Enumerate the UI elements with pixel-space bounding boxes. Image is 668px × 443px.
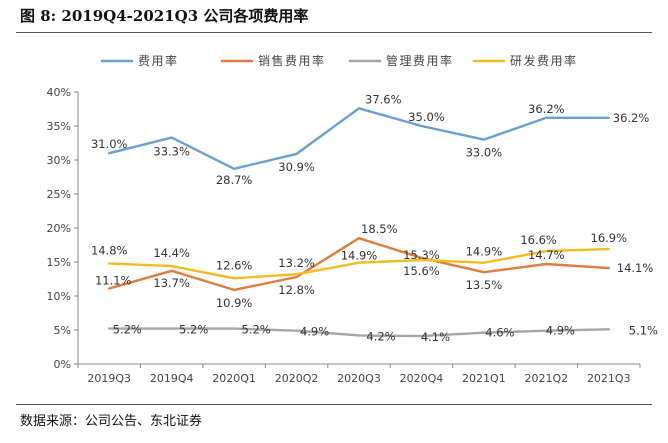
y-tick-label: 35% xyxy=(47,120,71,133)
data-label: 16.6% xyxy=(520,233,557,247)
data-label: 4.9% xyxy=(300,325,329,339)
x-tick-label: 2019Q4 xyxy=(150,372,194,385)
data-label: 15.6% xyxy=(403,264,440,278)
y-tick-label: 20% xyxy=(47,222,71,235)
data-label: 33.0% xyxy=(466,146,503,160)
y-tick-label: 0% xyxy=(54,358,71,371)
x-tick-label: 2020Q2 xyxy=(275,372,319,385)
data-label: 12.8% xyxy=(278,283,315,297)
data-label: 36.2% xyxy=(528,102,565,116)
y-tick-label: 10% xyxy=(47,290,71,303)
legend-label: 销售费用率 xyxy=(258,53,326,68)
top-rule xyxy=(16,32,652,33)
data-label: 12.6% xyxy=(216,258,253,272)
data-label: 14.9% xyxy=(466,245,503,259)
y-tick-label: 40% xyxy=(47,86,71,99)
data-label: 30.9% xyxy=(278,160,315,174)
data-label: 36.2% xyxy=(613,111,650,125)
data-label: 37.6% xyxy=(365,92,402,106)
x-tick-label: 2020Q3 xyxy=(337,372,381,385)
data-label: 15.3% xyxy=(403,248,440,262)
x-tick-label: 2020Q1 xyxy=(212,372,256,385)
data-label: 13.7% xyxy=(153,276,190,290)
data-label: 5.2% xyxy=(242,323,271,337)
y-tick-label: 5% xyxy=(54,324,71,337)
x-tick-label: 2021Q2 xyxy=(525,372,569,385)
data-label: 14.1% xyxy=(617,261,654,275)
data-label: 4.6% xyxy=(485,326,514,340)
data-label: 14.8% xyxy=(91,243,128,257)
data-label: 14.7% xyxy=(528,248,565,262)
legend-label: 费用率 xyxy=(138,53,179,68)
data-label: 13.5% xyxy=(466,278,503,292)
data-label: 5.2% xyxy=(113,323,142,337)
bottom-rule xyxy=(16,404,652,405)
legend-label: 研发费用率 xyxy=(510,53,578,68)
y-tick-label: 15% xyxy=(47,256,71,269)
x-tick-label: 2020Q4 xyxy=(400,372,444,385)
data-label: 16.9% xyxy=(591,231,628,245)
data-label: 18.5% xyxy=(361,222,398,236)
y-tick-label: 25% xyxy=(47,188,71,201)
data-label: 13.2% xyxy=(278,256,315,270)
data-label: 35.0% xyxy=(408,110,445,124)
data-label: 5.1% xyxy=(629,323,658,337)
data-label: 5.2% xyxy=(179,323,208,337)
figure-title: 图 8: 2019Q4-2021Q3 公司各项费用率 xyxy=(20,7,309,25)
data-label: 14.4% xyxy=(153,246,190,260)
data-label: 11.1% xyxy=(95,274,132,288)
data-label: 33.3% xyxy=(153,145,190,159)
x-tick-label: 2019Q3 xyxy=(87,372,131,385)
legend-label: 管理费用率 xyxy=(386,53,454,68)
data-label: 14.9% xyxy=(341,249,378,263)
x-tick-label: 2021Q1 xyxy=(462,372,506,385)
data-label: 4.2% xyxy=(366,329,395,343)
source-note: 数据来源：公司公告、东北证券 xyxy=(20,414,203,429)
y-tick-label: 30% xyxy=(47,154,71,167)
data-label: 4.9% xyxy=(546,324,575,338)
data-label: 10.9% xyxy=(216,296,253,310)
data-label: 28.7% xyxy=(216,173,253,187)
x-tick-label: 2021Q3 xyxy=(587,372,631,385)
data-label: 31.0% xyxy=(91,137,128,151)
series-line-0 xyxy=(107,107,610,171)
data-label: 4.1% xyxy=(421,330,450,344)
